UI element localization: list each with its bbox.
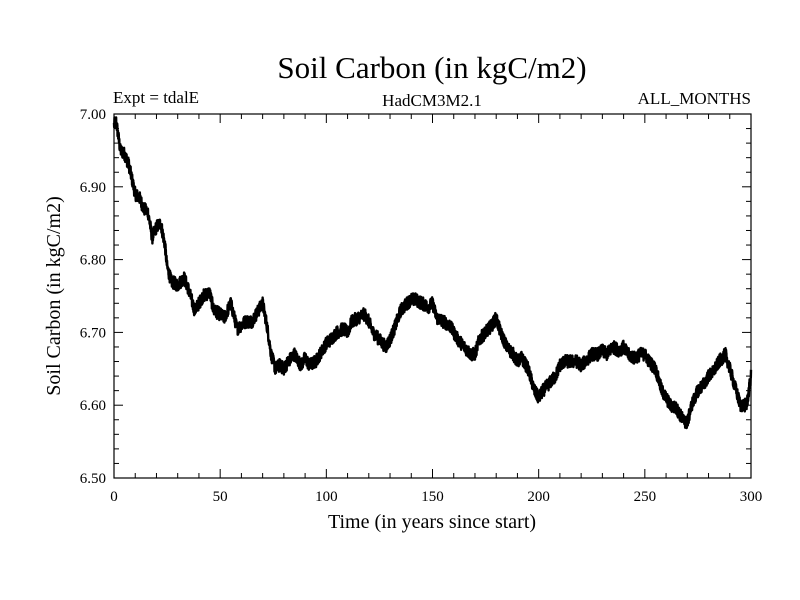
y-tick-label: 6.50 (80, 471, 106, 487)
subtitle-months: ALL_MONTHS (638, 89, 751, 108)
x-tick-label: 300 (740, 489, 763, 505)
subtitle-experiment: Expt = tdalE (113, 88, 199, 107)
y-tick-label: 7.00 (80, 107, 106, 123)
x-tick-label: 200 (527, 489, 550, 505)
y-tick-label: 6.60 (80, 398, 106, 414)
y-tick-label: 6.90 (80, 180, 106, 196)
x-tick-label: 250 (634, 489, 657, 505)
x-tick-label: 150 (421, 489, 444, 505)
chart-title: Soil Carbon (in kgC/m2) (277, 50, 586, 85)
x-tick-label: 0 (110, 489, 118, 505)
x-tick-label: 100 (315, 489, 338, 505)
x-tick-label: 50 (213, 489, 228, 505)
y-axis: 6.50 6.60 6.70 6.80 6.90 7.00 (80, 107, 751, 487)
x-axis: 0 50 100 150 200 250 300 (110, 114, 762, 505)
y-axis-label: Soil Carbon (in kgC/m2) (43, 196, 65, 395)
soil-carbon-series-line (112, 116, 753, 430)
y-tick-label: 6.80 (80, 253, 106, 269)
x-axis-label: Time (in years since start) (328, 511, 536, 533)
subtitle-model: HadCM3M2.1 (382, 91, 482, 110)
y-tick-label: 6.70 (80, 325, 106, 341)
